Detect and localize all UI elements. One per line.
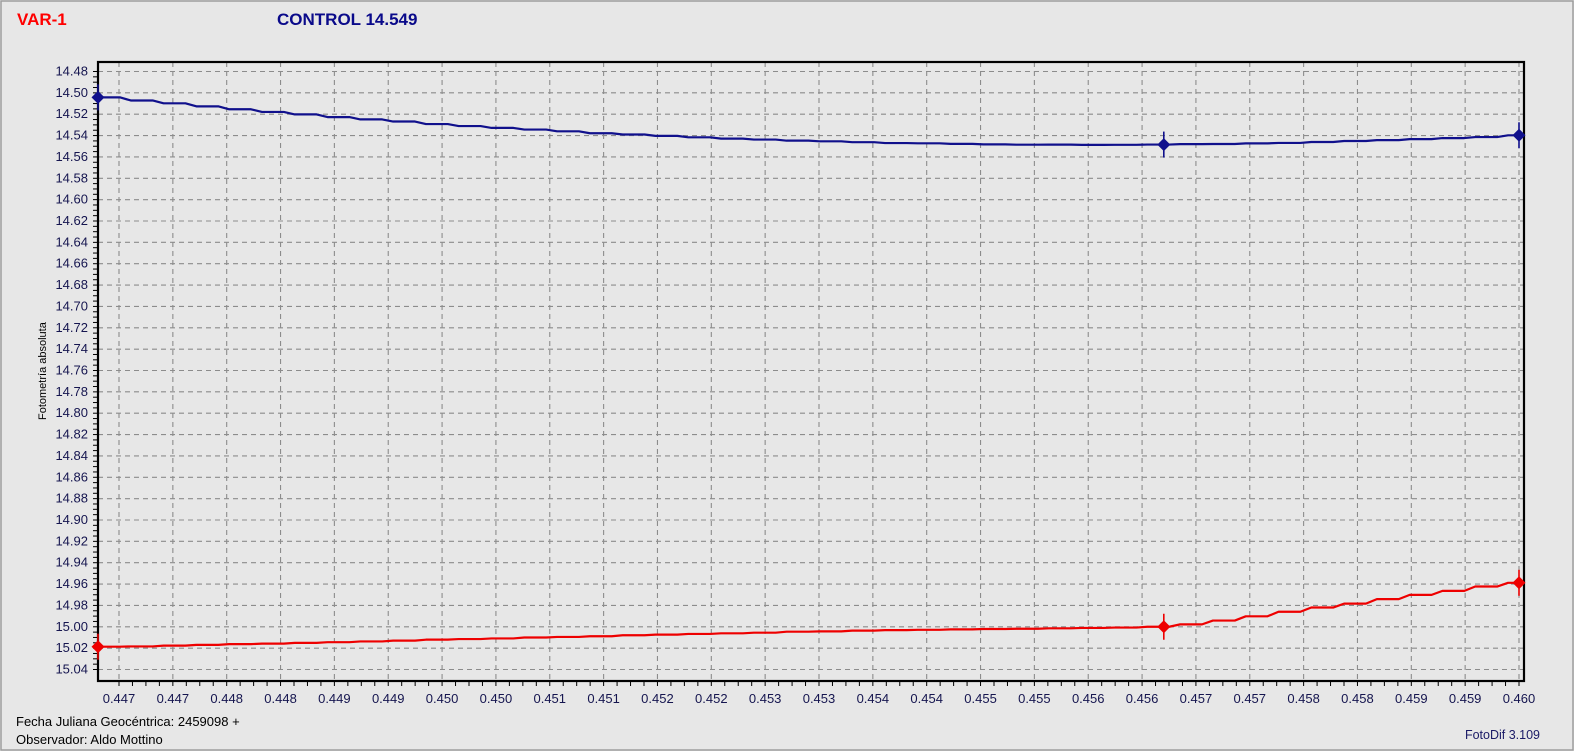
svg-text:15.00: 15.00 [55,619,88,634]
svg-text:15.02: 15.02 [55,640,88,655]
svg-text:0.449: 0.449 [318,691,351,706]
svg-text:0.460: 0.460 [1503,691,1536,706]
svg-text:14.48: 14.48 [55,64,88,79]
svg-text:14.72: 14.72 [55,320,88,335]
svg-text:14.96: 14.96 [55,576,88,591]
svg-text:0.454: 0.454 [857,691,890,706]
svg-text:0.458: 0.458 [1287,691,1320,706]
svg-text:14.84: 14.84 [55,448,88,463]
svg-text:0.453: 0.453 [749,691,782,706]
svg-text:14.54: 14.54 [55,128,88,143]
svg-text:14.56: 14.56 [55,149,88,164]
svg-text:0.455: 0.455 [1018,691,1051,706]
svg-text:0.450: 0.450 [480,691,513,706]
svg-text:14.92: 14.92 [55,533,88,548]
svg-text:0.453: 0.453 [803,691,836,706]
svg-text:0.457: 0.457 [1233,691,1266,706]
svg-text:14.80: 14.80 [55,405,88,420]
svg-text:14.68: 14.68 [55,277,88,292]
svg-text:14.78: 14.78 [55,384,88,399]
svg-text:14.82: 14.82 [55,427,88,442]
svg-text:0.447: 0.447 [103,691,136,706]
svg-text:0.447: 0.447 [157,691,190,706]
svg-text:14.52: 14.52 [55,106,88,121]
svg-text:0.455: 0.455 [964,691,997,706]
svg-text:0.457: 0.457 [1180,691,1213,706]
svg-text:14.58: 14.58 [55,170,88,185]
svg-text:0.448: 0.448 [264,691,297,706]
svg-text:14.62: 14.62 [55,213,88,228]
svg-text:14.88: 14.88 [55,491,88,506]
svg-text:0.458: 0.458 [1341,691,1374,706]
svg-text:14.74: 14.74 [55,341,88,356]
svg-text:14.66: 14.66 [55,256,88,271]
svg-text:0.452: 0.452 [695,691,728,706]
svg-text:0.454: 0.454 [910,691,943,706]
svg-text:14.76: 14.76 [55,363,88,378]
svg-text:14.86: 14.86 [55,469,88,484]
svg-text:14.98: 14.98 [55,597,88,612]
svg-text:14.50: 14.50 [55,85,88,100]
svg-text:14.94: 14.94 [55,555,88,570]
svg-text:0.459: 0.459 [1449,691,1482,706]
svg-text:14.90: 14.90 [55,512,88,527]
svg-text:14.70: 14.70 [55,298,88,313]
svg-text:15.04: 15.04 [55,662,88,677]
svg-text:0.450: 0.450 [426,691,459,706]
svg-text:0.448: 0.448 [210,691,243,706]
svg-text:0.459: 0.459 [1395,691,1428,706]
svg-text:0.449: 0.449 [372,691,405,706]
svg-text:0.451: 0.451 [533,691,566,706]
svg-text:0.456: 0.456 [1072,691,1105,706]
svg-text:0.452: 0.452 [641,691,674,706]
svg-text:14.60: 14.60 [55,192,88,207]
svg-text:0.456: 0.456 [1126,691,1159,706]
svg-text:0.451: 0.451 [587,691,620,706]
svg-text:14.64: 14.64 [55,234,88,249]
